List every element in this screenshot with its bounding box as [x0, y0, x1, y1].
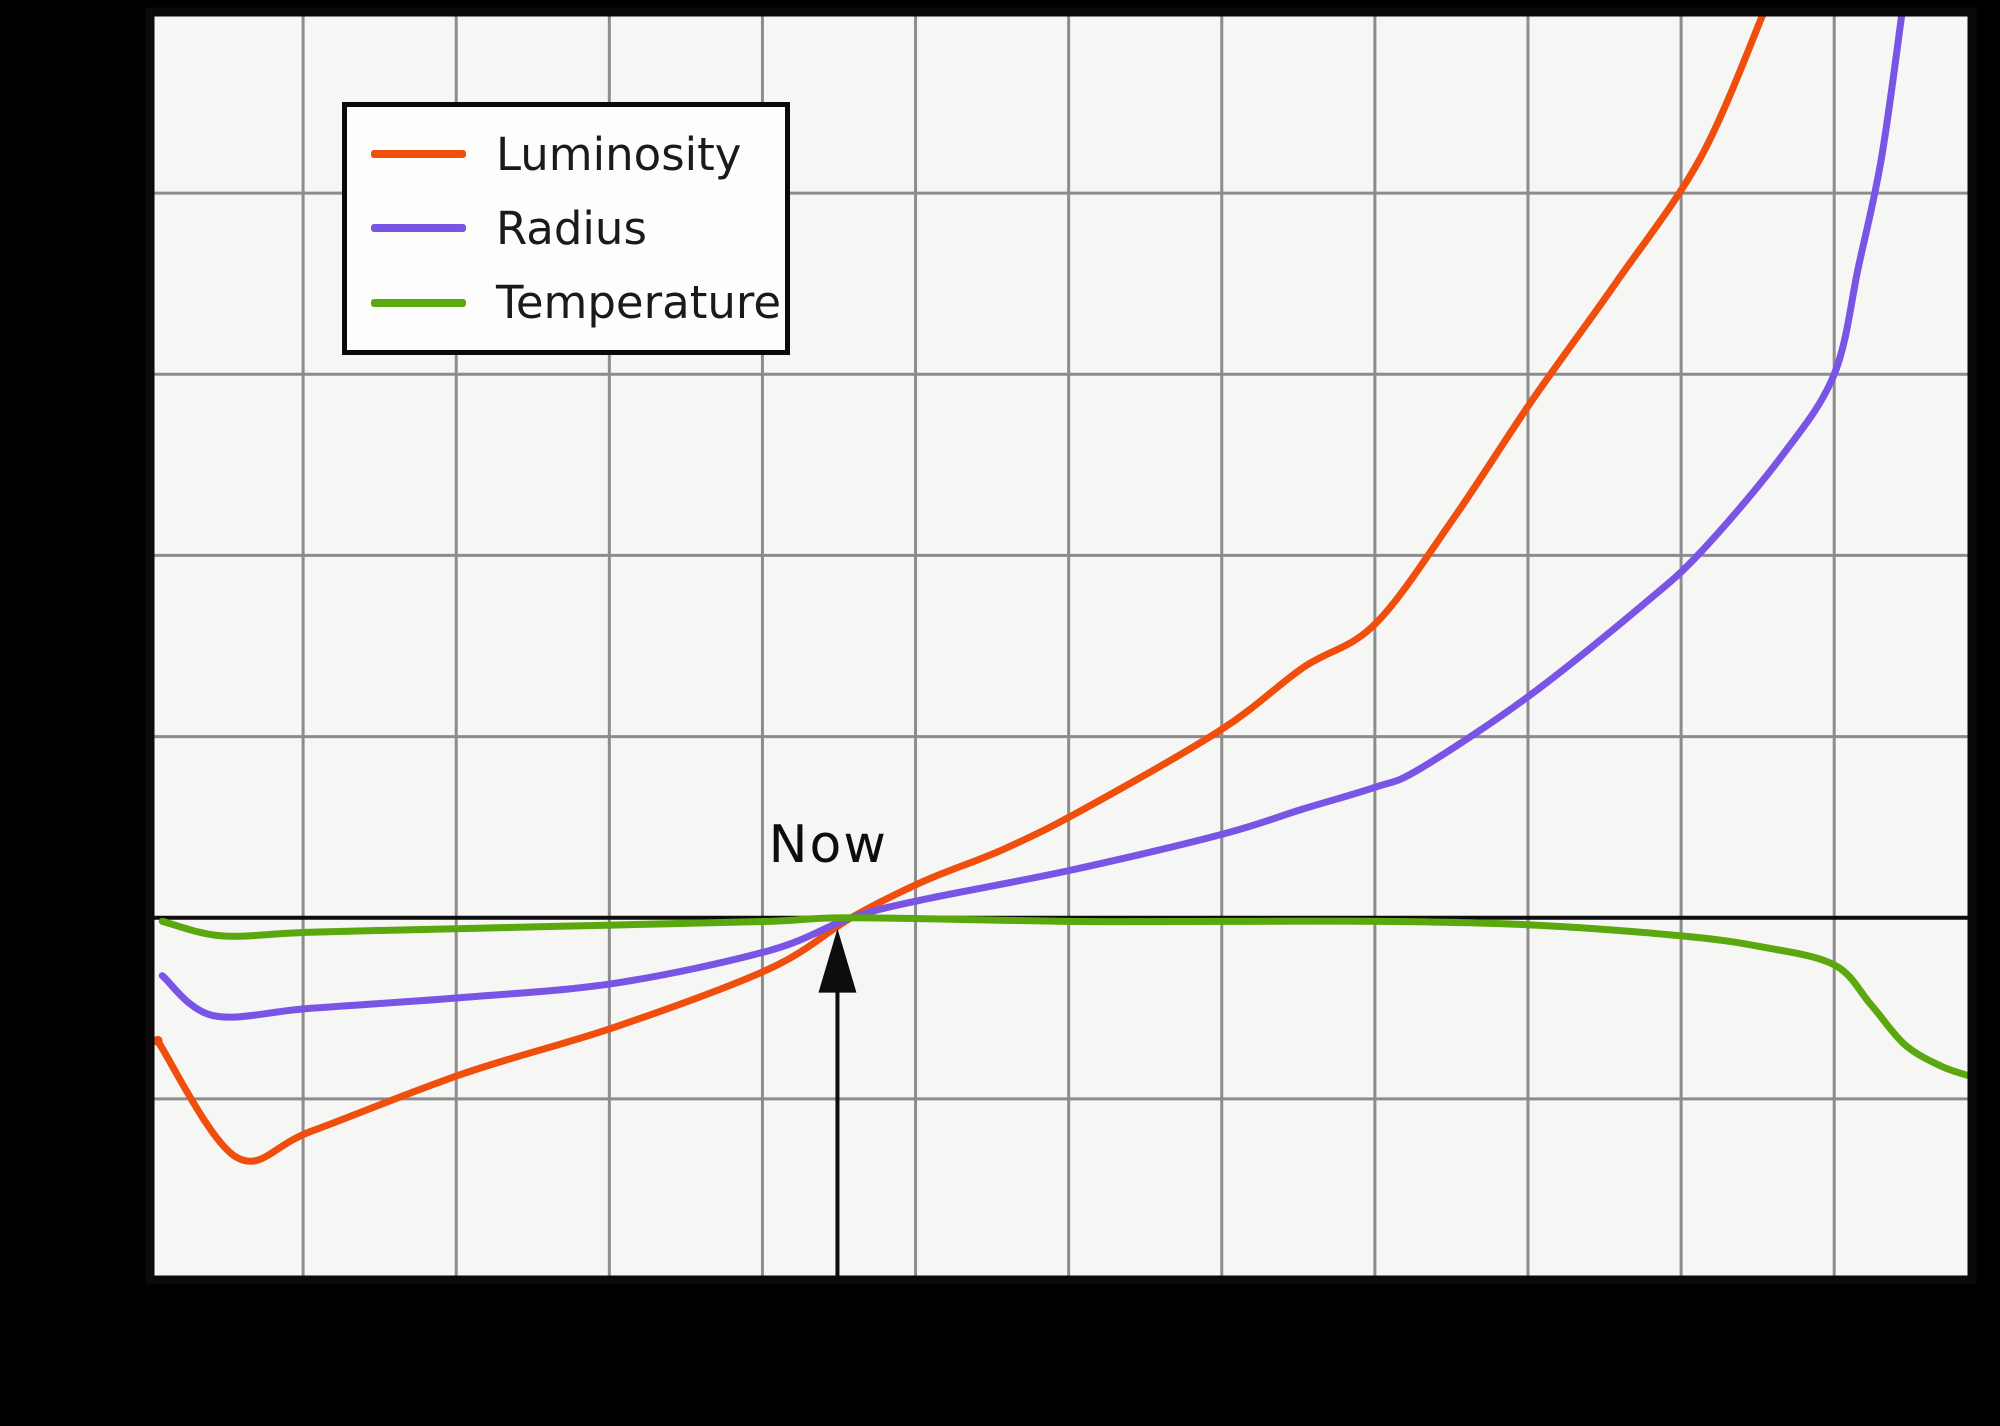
luminosity-start-marker: [152, 1035, 163, 1046]
radius-curve: [158, 12, 1906, 1021]
chart-legend: Luminosity Radius Temperature: [342, 102, 790, 355]
now-arrow-head: [818, 928, 857, 993]
legend-label-luminosity: Luminosity: [496, 127, 742, 181]
legend-item-temperature: Temperature: [371, 280, 785, 325]
temperature-line-swatch: [371, 298, 466, 307]
plot-border: [145, 7, 1977, 1285]
radius-line-swatch: [371, 224, 466, 233]
now-annotation-label: Now: [768, 815, 888, 876]
legend-label-radius: Radius: [496, 201, 647, 255]
legend-item-luminosity: Luminosity: [371, 132, 785, 177]
luminosity-line-swatch: [371, 150, 466, 159]
legend-label-temperature: Temperature: [496, 276, 782, 330]
curves-group: [152, 12, 1972, 1165]
legend-item-radius: Radius: [371, 206, 785, 251]
luminosity-curve: [154, 12, 1768, 1165]
temperature-curve: [158, 914, 1972, 1081]
